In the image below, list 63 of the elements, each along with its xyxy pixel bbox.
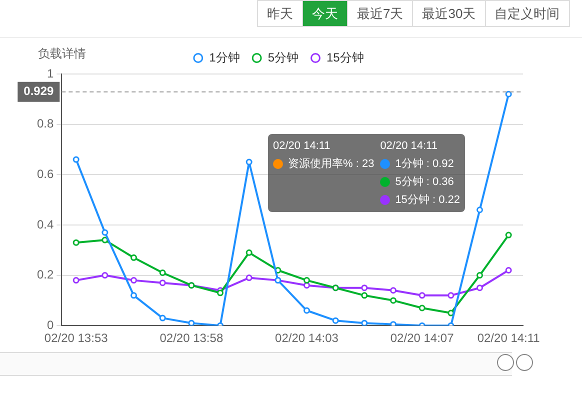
annotation: 15分钟 : 0.22 <box>395 194 460 206</box>
annotation: 1分钟 : 0.92 <box>395 158 454 170</box>
legend-label: 15分钟 <box>326 50 364 64</box>
point <box>418 292 426 299</box>
point <box>304 277 310 284</box>
point <box>159 270 166 276</box>
point <box>130 277 138 284</box>
point <box>476 284 483 292</box>
text: 最近7天 <box>347 0 414 27</box>
point <box>505 267 512 274</box>
point <box>448 292 454 299</box>
point <box>102 236 108 244</box>
y-tick-label: 0.8 <box>36 116 54 131</box>
ref-line-label: 0.929 <box>24 84 54 98</box>
point <box>130 292 138 299</box>
point <box>361 292 368 299</box>
text: 最近30天 <box>412 0 486 27</box>
x-tick-label: 02/20 14:03 <box>275 331 339 346</box>
annotation: 资源使用率% : 23 <box>288 158 374 170</box>
x-tick-label: 02/20 13:58 <box>160 331 224 346</box>
y-tick-label: 0.2 <box>36 268 54 282</box>
point <box>159 314 166 322</box>
y-tick-label: 0 <box>46 318 54 332</box>
point <box>217 290 224 296</box>
point <box>476 206 483 214</box>
legend-label: 5分钟 <box>268 50 299 64</box>
point <box>390 287 397 294</box>
point <box>304 282 310 289</box>
point <box>361 320 368 326</box>
point <box>159 280 166 286</box>
point <box>246 249 252 256</box>
point <box>102 229 108 236</box>
legend-label: 1分钟 <box>209 50 240 64</box>
point <box>72 156 80 163</box>
point <box>188 320 195 326</box>
y-tick-label: 1 <box>46 66 54 80</box>
annotation: 02/20 14:11 <box>273 140 330 152</box>
y-axis-title: 负载详情 <box>38 46 86 60</box>
x-tick-label: 02/20 14:07 <box>390 331 454 346</box>
point <box>505 90 512 98</box>
point <box>505 232 512 238</box>
point <box>72 239 80 246</box>
annotation: 5分钟 : 0.36 <box>395 176 454 188</box>
text: 自定义时间 <box>484 0 570 27</box>
annotation: 02/20 14:11 <box>380 140 438 152</box>
y-tick-label: 0.4 <box>36 217 54 232</box>
point <box>304 307 310 314</box>
point <box>130 254 138 261</box>
point <box>418 304 426 312</box>
text: 今天 <box>302 0 348 27</box>
point <box>390 321 397 326</box>
x-tick-label: 02/20 13:53 <box>44 331 108 346</box>
point <box>390 297 397 304</box>
point <box>332 317 339 324</box>
point <box>246 274 252 282</box>
point <box>476 272 483 279</box>
point <box>102 272 108 279</box>
x-tick-label: 02/20 14:11 <box>477 331 540 346</box>
text: 昨天 <box>257 0 303 27</box>
point <box>361 284 368 292</box>
point <box>72 277 80 284</box>
point <box>246 158 252 166</box>
y-tick-label: 0.6 <box>36 166 54 181</box>
